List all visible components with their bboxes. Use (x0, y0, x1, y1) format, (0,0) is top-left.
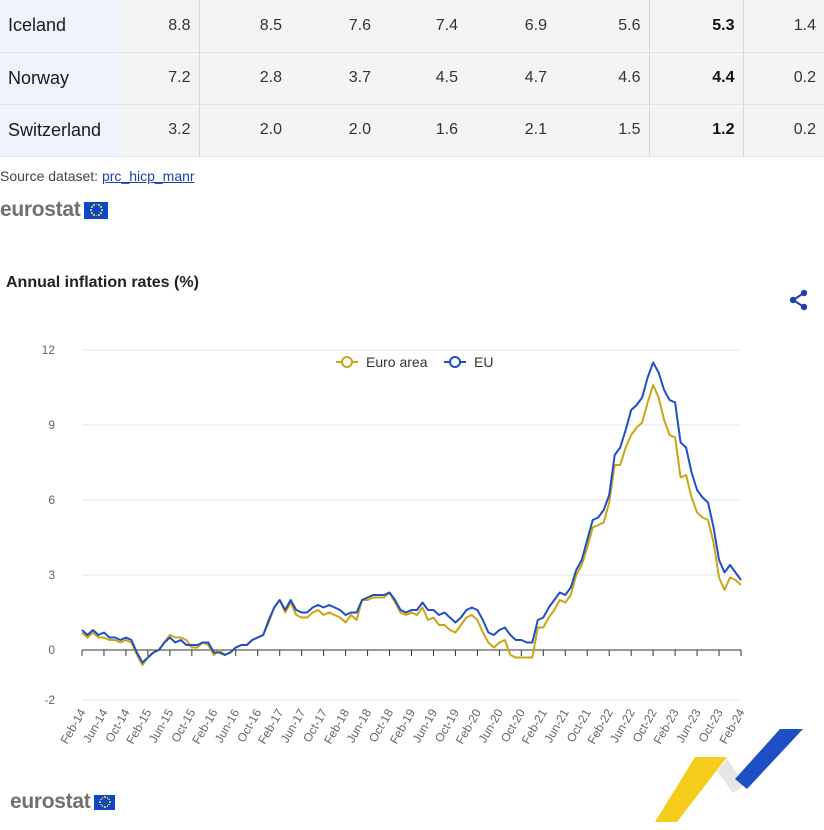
country-cell: Switzerland (0, 104, 120, 157)
value-cell: 4.5 (379, 52, 466, 105)
eurostat-logo[interactable]: eurostat (0, 198, 109, 222)
value-cell: 3.2 (120, 104, 200, 157)
country-cell: Norway (0, 52, 120, 105)
value-cell: 7.4 (379, 0, 466, 53)
value-cell: 2.8 (199, 52, 290, 105)
table-row: Switzerland 3.2 2.0 2.0 1.6 2.1 1.5 1.2 0.2 (0, 104, 824, 157)
source-label: Source dataset: (0, 168, 99, 184)
value-cell: 2.0 (199, 104, 290, 157)
y-tick-label: 9 (48, 418, 55, 432)
value-cell: 2.1 (466, 104, 555, 157)
value-cell: 1.6 (379, 104, 466, 157)
legend-marker (341, 356, 353, 368)
value-cell: 6.9 (466, 0, 555, 53)
y-tick-label: -2 (44, 693, 55, 707)
y-tick-label: 12 (42, 343, 56, 357)
source-dataset: Source dataset: prc_hicp_manr (0, 168, 195, 184)
value-cell: 4.6 (555, 52, 650, 105)
value-cell: 7.2 (120, 52, 200, 105)
eu-flag-icon (84, 201, 109, 219)
value-cell: 4.4 (649, 52, 744, 105)
inflation-table: Iceland 8.8 8.5 7.6 7.4 6.9 5.6 5.3 1.4 Norway 7.2… (0, 0, 824, 157)
eurostat-corner-graphic (655, 729, 803, 822)
y-tick-label: 0 (48, 643, 55, 657)
value-cell: 0.2 (743, 104, 824, 157)
value-cell: 3.7 (290, 52, 379, 105)
value-cell: 5.3 (649, 0, 744, 53)
series-line-euro-area (81, 384, 742, 666)
table-row: Norway 7.2 2.8 3.7 4.5 4.7 4.6 4.4 0.2 (0, 52, 824, 105)
eu-flag-icon (94, 794, 116, 810)
value-cell: 8.5 (199, 0, 290, 53)
legend-label: EU (474, 354, 493, 370)
legend-item-eu[interactable]: EU (444, 354, 493, 370)
legend-item-euro-area[interactable]: Euro area (336, 354, 428, 370)
value-cell: 8.8 (120, 0, 200, 53)
value-cell: 7.6 (290, 0, 379, 53)
chart-title: Annual inflation rates (%) (6, 274, 199, 291)
source-dataset-link[interactable]: prc_hicp_manr (101, 168, 195, 184)
value-cell: 1.5 (555, 104, 650, 157)
value-cell: 1.4 (743, 0, 824, 53)
y-tick-label: 6 (48, 493, 55, 507)
value-cell: 5.6 (555, 0, 650, 53)
share-icon[interactable] (788, 288, 810, 312)
legend-label: Euro area (366, 354, 428, 370)
legend-marker (449, 356, 461, 368)
country-cell: Iceland (0, 0, 120, 53)
y-tick-label: 3 (48, 568, 55, 582)
eurostat-logo-text: eurostat (0, 198, 81, 221)
eurostat-logo-bottom[interactable]: eurostat (10, 790, 116, 814)
table-row: Iceland 8.8 8.5 7.6 7.4 6.9 5.6 5.3 1.4 (0, 0, 824, 53)
series-line-eu (81, 361, 742, 664)
value-cell: 4.7 (466, 52, 555, 105)
value-cell: 0.2 (743, 52, 824, 105)
value-cell: 1.2 (649, 104, 744, 157)
eurostat-logo-text: eurostat (10, 790, 91, 813)
value-cell: 2.0 (290, 104, 379, 157)
